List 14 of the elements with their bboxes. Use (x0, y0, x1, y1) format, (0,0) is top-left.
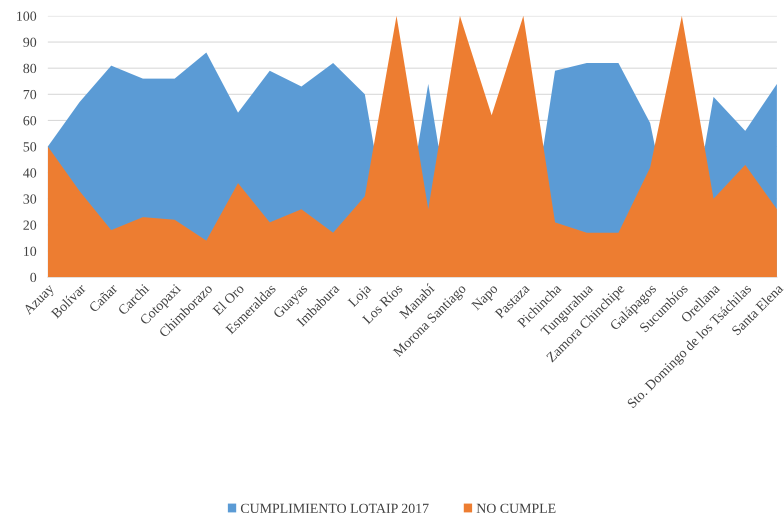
x-tick-label: Loja (347, 283, 374, 310)
y-tick-label: 80 (23, 64, 36, 74)
legend-label: NO CUMPLE (476, 504, 556, 514)
y-tick-label: 70 (24, 90, 36, 100)
y-tick-label: 100 (17, 12, 36, 21)
y-tick-label: 20 (23, 220, 36, 230)
legend-label: CUMPLIMIENTO LOTAIP 2017 (240, 504, 429, 514)
y-tick-label: 0 (30, 272, 36, 282)
y-tick-label: 40 (23, 168, 36, 178)
y-tick-label: 90 (23, 38, 36, 48)
y-tick-label: 30 (23, 194, 36, 204)
y-tick-label: 50 (24, 142, 36, 152)
y-tick-label: 10 (24, 246, 36, 256)
y-tick-label: 60 (23, 116, 36, 126)
